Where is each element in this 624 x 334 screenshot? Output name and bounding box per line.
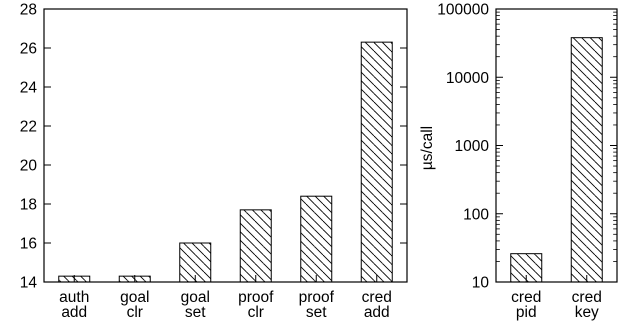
y-tick-label: 22 [20,119,37,136]
y-tick-label: 100 [463,206,489,223]
bar [570,37,603,283]
x-category-label: cred [511,289,541,306]
x-category-label: cred [572,289,602,306]
y-tick-label: 1000 [455,138,490,155]
x-category-label: auth [59,289,89,306]
x-category-label: proof [299,289,335,306]
y-tick-label: 28 [20,2,37,19]
plot-frame [43,8,408,283]
x-category-label: key [575,304,599,321]
y-tick-label: 10000 [446,70,489,87]
x-category-label: add [364,304,390,321]
y-tick-label: 10 [472,275,490,292]
x-category-label: proof [238,289,274,306]
y-tick-label: 20 [20,158,38,175]
x-category-label: pid [516,304,537,321]
x-category-label: cred [362,289,392,306]
x-category-label: goal [120,289,149,306]
left-bar-chart: 1416182022242628authaddgoalclrgoalsetpro… [20,2,408,321]
y-tick-label: 18 [20,197,37,214]
x-category-label: clr [127,304,143,321]
y-tick-label: 14 [20,275,38,292]
x-category-label: set [185,304,206,321]
bar [239,209,272,283]
x-category-label: clr [248,304,264,321]
bar [300,195,333,283]
y-tick-label: 16 [20,236,37,253]
y-tick-label: 24 [20,80,38,97]
x-category-label: add [61,304,87,321]
y-axis-label: µs/call [419,126,436,170]
y-tick-label: 26 [20,41,37,58]
x-category-label: goal [181,289,210,306]
x-category-label: set [306,304,327,321]
y-tick-label: 100000 [437,2,489,19]
bar [360,41,393,283]
